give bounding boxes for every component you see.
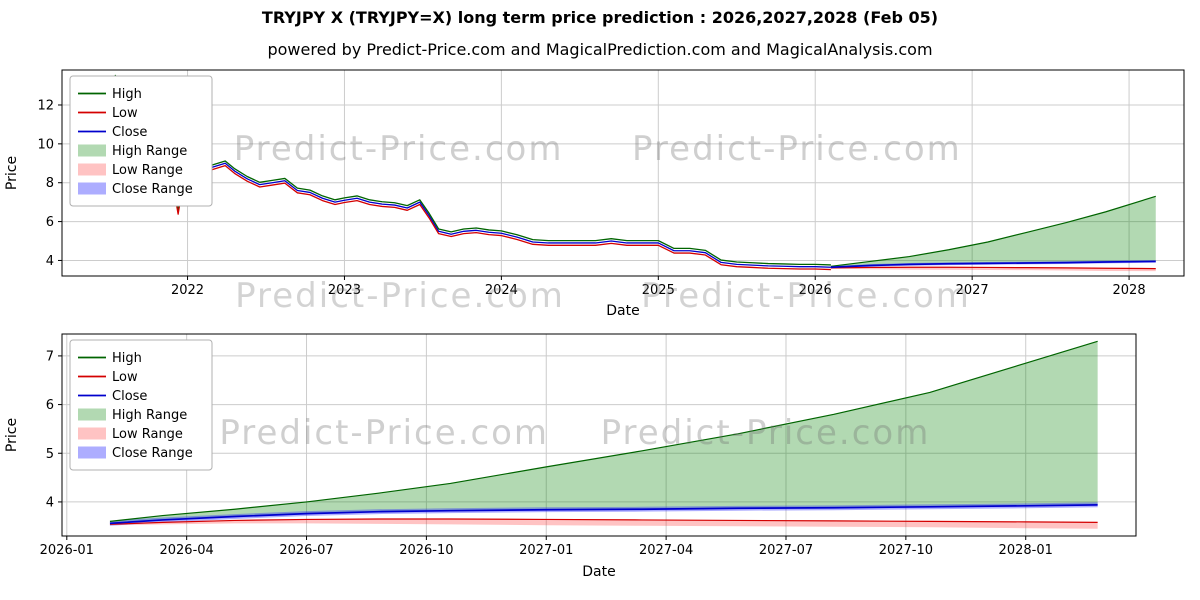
y-axis-label: Price	[4, 418, 20, 452]
forecast-high-line	[109, 340, 1098, 522]
legend-label: High	[112, 351, 142, 366]
x-tick-label: 2027-04	[639, 543, 693, 558]
x-tick-label: 2025	[642, 283, 675, 298]
legend-label: High	[112, 87, 142, 102]
top-price-chart: Predict-Price.com Predict-Price.com 2022 20…	[4, 69, 1185, 319]
legend-swatch-patch	[78, 163, 106, 176]
y-tick-label: 8	[46, 176, 54, 191]
history-close-line	[108, 77, 831, 268]
x-tick-label: 2026-01	[40, 543, 94, 558]
x-axis-label: Date	[606, 303, 639, 319]
legend-swatch-patch	[78, 408, 106, 421]
watermark-text: Predict-Price.com	[234, 129, 564, 169]
y-tick-label: 7	[46, 349, 54, 364]
legend-swatch-patch	[78, 182, 106, 195]
legend-swatch-patch	[78, 144, 106, 157]
legend-label: Low	[112, 106, 138, 121]
y-tick-label: 6	[46, 215, 54, 230]
legend-box	[69, 75, 213, 207]
x-tick-label: 2027-01	[519, 543, 573, 558]
x-tick-label: 2023	[328, 283, 361, 298]
legend-label: Low Range	[112, 427, 183, 442]
legend-label: High Range	[112, 144, 187, 159]
legend-swatch-patch	[78, 446, 106, 459]
y-tick-label: 5	[46, 447, 54, 462]
history-low-line	[108, 79, 831, 271]
legend-box	[69, 339, 213, 471]
x-tick-label: 2027-10	[879, 543, 933, 558]
x-tick-label: 2028	[1113, 283, 1146, 298]
forecast-close-line	[109, 503, 1098, 525]
y-axis-label: Price	[4, 156, 20, 190]
y-tick-label: 12	[37, 98, 54, 113]
watermark-text: Predict-Price.com	[219, 413, 549, 453]
x-tick-label: 2022	[171, 283, 204, 298]
high-range-area	[109, 341, 1098, 524]
legend-swatch-patch	[78, 427, 106, 440]
forecast-low-line	[830, 266, 1156, 270]
forecast-low-line	[109, 518, 1098, 525]
y-tick-label: 4	[46, 254, 54, 269]
x-tick-label: 2027	[956, 283, 989, 298]
page-title: TRYJPY X (TRYJPY=X) long term price pred…	[261, 8, 939, 27]
x-axis-label: Date	[582, 564, 615, 580]
x-tick-label: 2024	[485, 283, 518, 298]
watermark-text: Predict-Price.com	[601, 413, 931, 453]
page-subtitle: powered by Predict-Price.com and Magical…	[267, 40, 933, 59]
y-tick-label: 6	[46, 398, 54, 413]
legend-label: Close	[112, 125, 147, 140]
x-tick-label: 2027-07	[759, 543, 813, 558]
legend-label: Close Range	[112, 446, 193, 461]
y-tick-label: 10	[37, 137, 54, 152]
x-tick-label: 2026-04	[159, 543, 213, 558]
plot-border	[61, 69, 1185, 277]
history-high-line	[108, 74, 831, 266]
x-tick-label: 2026	[799, 283, 832, 298]
x-tick-label: 2026-07	[279, 543, 333, 558]
legend-label: Low Range	[112, 163, 183, 178]
legend-label: Low	[112, 370, 138, 385]
legend-label: Close Range	[112, 182, 193, 197]
y-tick-label: 4	[46, 495, 54, 510]
x-tick-label: 2028-01	[999, 543, 1053, 558]
forecast-high-line	[830, 195, 1156, 267]
forecast-close-line	[830, 260, 1156, 269]
bottom-forecast-chart: Predict-Price.com Predict-Price.com 2026-0…	[4, 333, 1137, 580]
plot-border	[61, 333, 1137, 537]
legend-label: High Range	[112, 408, 187, 423]
legend-label: Close	[112, 389, 147, 404]
high-range-area	[830, 196, 1156, 268]
x-tick-label: 2026-10	[399, 543, 453, 558]
watermark-text: Predict-Price.com	[632, 129, 962, 169]
